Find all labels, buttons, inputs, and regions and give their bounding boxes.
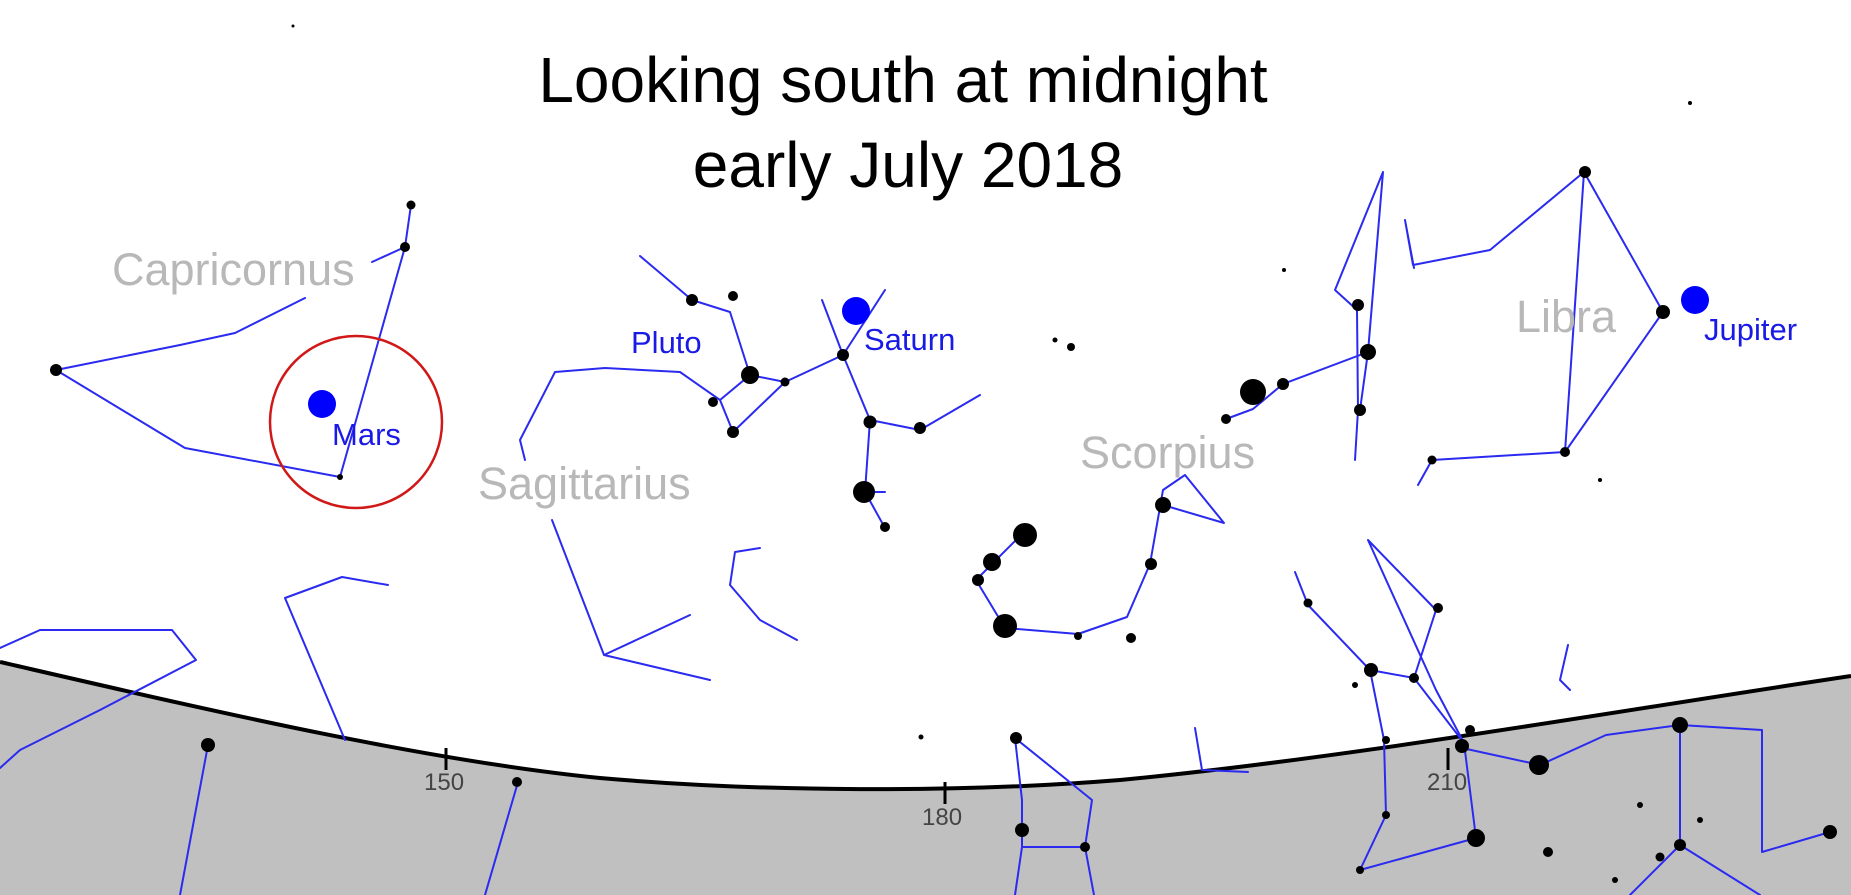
star (1356, 866, 1364, 874)
star (993, 614, 1017, 638)
label-pluto: Pluto (631, 325, 702, 360)
star (50, 364, 62, 376)
title-line-1: Looking south at midnight (538, 44, 1268, 116)
title-line-2: early July 2018 (693, 129, 1123, 201)
horizon-line (0, 660, 1851, 792)
star (1360, 344, 1376, 360)
star (1427, 455, 1437, 465)
star (1823, 825, 1837, 839)
star (406, 200, 416, 210)
star (1155, 497, 1171, 513)
star (1080, 842, 1090, 852)
planets (308, 286, 1709, 418)
star (1560, 447, 1570, 457)
star (1010, 732, 1022, 744)
scorpius-lines (975, 171, 1384, 635)
star (1637, 802, 1643, 808)
tick-label-180: 180 (922, 804, 962, 831)
star (1674, 839, 1686, 851)
star (1598, 478, 1602, 482)
star (1221, 414, 1231, 424)
star (728, 291, 738, 301)
star (708, 397, 718, 407)
star (1126, 633, 1136, 643)
star (1543, 847, 1553, 857)
star (1013, 523, 1037, 547)
star (1354, 404, 1366, 416)
tick-label-210: 210 (1427, 769, 1467, 796)
label-jupiter: Jupiter (1704, 312, 1797, 347)
star (1303, 598, 1313, 608)
star (1697, 817, 1703, 823)
label-scorpius: Scorpius (1080, 427, 1255, 478)
ground (0, 662, 1851, 895)
star (1465, 725, 1475, 735)
star (972, 574, 984, 586)
star (1656, 305, 1670, 319)
star (1352, 682, 1358, 688)
label-libra: Libra (1516, 291, 1617, 342)
planet-saturn (842, 297, 870, 325)
label-capricornus: Capricornus (112, 244, 355, 295)
label-mars: Mars (332, 417, 401, 452)
star (1382, 811, 1390, 819)
label-saturn: Saturn (864, 322, 955, 357)
star (918, 734, 924, 740)
star (853, 481, 875, 503)
star (1052, 337, 1058, 343)
star (1277, 378, 1289, 390)
star (1364, 663, 1378, 677)
star (1352, 299, 1364, 311)
stars (50, 24, 1837, 883)
star (1688, 101, 1692, 105)
star (983, 553, 1001, 571)
star (1015, 823, 1029, 837)
star (1282, 268, 1286, 272)
star (780, 377, 790, 387)
lower-left-lines (0, 576, 519, 895)
star (741, 366, 759, 384)
star (880, 522, 890, 532)
star (1455, 739, 1469, 753)
star (1579, 166, 1591, 178)
star (291, 24, 295, 28)
star (1067, 343, 1075, 351)
star (1655, 852, 1665, 862)
star (1145, 558, 1157, 570)
star (914, 422, 926, 434)
sagittarius-lower (551, 519, 798, 681)
star (1529, 755, 1549, 775)
star (1612, 877, 1618, 883)
star (837, 349, 849, 361)
star (1074, 632, 1082, 640)
planet-mars (308, 390, 336, 418)
star (1409, 673, 1419, 683)
star (1672, 717, 1688, 733)
star (727, 426, 739, 438)
star (686, 294, 698, 306)
azimuth-ticks (444, 748, 1450, 804)
star (1467, 829, 1485, 847)
star (512, 777, 522, 787)
mars-highlight-circle (268, 334, 444, 510)
star (1433, 603, 1443, 613)
label-sagittarius: Sagittarius (478, 458, 691, 509)
star (400, 242, 410, 252)
star (201, 738, 215, 752)
planet-jupiter (1681, 286, 1709, 314)
star (1382, 736, 1390, 744)
star (1240, 379, 1266, 405)
star (337, 474, 343, 480)
star (863, 415, 877, 429)
tick-label-150: 150 (424, 769, 464, 796)
